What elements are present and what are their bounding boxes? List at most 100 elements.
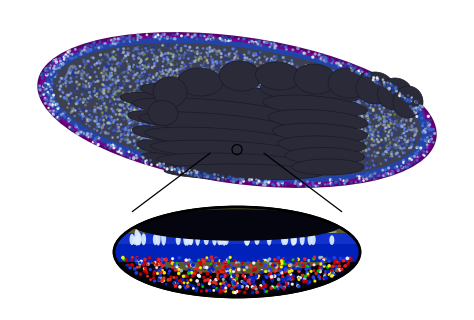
Point — [147, 82, 155, 87]
Point — [225, 63, 232, 68]
Point — [264, 158, 272, 164]
Point — [214, 157, 222, 163]
Point — [372, 142, 379, 147]
Point — [182, 50, 189, 55]
Point — [269, 263, 276, 268]
Point — [142, 161, 150, 166]
Point — [248, 150, 255, 155]
Point — [143, 158, 150, 163]
Point — [100, 101, 107, 106]
Point — [74, 83, 82, 88]
Point — [45, 92, 53, 97]
Point — [199, 92, 207, 97]
Point — [136, 104, 144, 109]
Point — [257, 82, 264, 87]
Point — [293, 172, 301, 177]
Point — [391, 128, 399, 133]
Point — [254, 105, 262, 110]
Point — [204, 174, 211, 179]
Point — [47, 94, 55, 100]
Point — [278, 165, 285, 170]
Point — [255, 179, 263, 184]
Point — [107, 83, 114, 88]
Point — [204, 134, 212, 140]
Point — [261, 76, 268, 81]
Point — [206, 236, 213, 241]
Point — [99, 89, 106, 94]
Point — [170, 219, 177, 224]
Point — [326, 85, 334, 90]
Point — [267, 115, 275, 120]
Point — [181, 124, 189, 129]
Point — [93, 101, 100, 106]
Point — [421, 123, 429, 128]
Point — [375, 118, 383, 123]
Point — [218, 61, 225, 66]
Point — [198, 225, 205, 230]
Point — [198, 233, 205, 238]
Point — [370, 115, 377, 120]
Point — [337, 268, 344, 273]
Point — [316, 238, 324, 243]
Point — [53, 112, 60, 117]
Point — [220, 167, 228, 172]
Point — [210, 288, 218, 293]
Point — [131, 266, 138, 271]
Point — [347, 111, 355, 116]
Point — [154, 88, 162, 93]
Point — [389, 90, 397, 95]
Point — [281, 216, 288, 221]
Point — [254, 98, 262, 103]
Point — [181, 142, 188, 147]
Point — [241, 268, 249, 273]
Point — [154, 132, 162, 137]
Point — [182, 44, 190, 49]
Point — [221, 84, 229, 89]
Point — [120, 50, 128, 55]
Point — [223, 102, 231, 107]
Point — [124, 46, 132, 51]
Point — [123, 113, 131, 118]
Point — [256, 118, 264, 123]
Point — [317, 133, 325, 139]
Point — [301, 156, 309, 161]
Point — [66, 80, 73, 85]
Point — [163, 92, 171, 97]
Point — [325, 157, 332, 162]
Point — [323, 82, 331, 87]
Point — [186, 52, 194, 57]
Point — [247, 124, 255, 129]
Point — [258, 108, 266, 113]
Point — [66, 125, 74, 130]
Point — [136, 35, 143, 40]
Point — [302, 63, 310, 68]
Point — [281, 219, 288, 224]
Point — [65, 116, 73, 121]
Point — [195, 58, 202, 63]
Point — [150, 105, 157, 110]
Point — [382, 149, 390, 154]
Point — [300, 279, 308, 284]
Point — [100, 117, 108, 123]
Point — [337, 96, 344, 101]
Point — [201, 174, 208, 180]
Point — [210, 84, 218, 89]
Point — [57, 94, 64, 99]
Point — [328, 270, 335, 275]
Point — [159, 230, 166, 235]
Point — [302, 266, 310, 271]
Point — [336, 154, 344, 159]
Point — [401, 97, 409, 102]
Point — [363, 100, 370, 105]
Point — [164, 68, 171, 73]
Ellipse shape — [257, 103, 307, 115]
Point — [398, 147, 405, 152]
Point — [209, 37, 217, 42]
Point — [132, 79, 139, 84]
Point — [251, 87, 259, 92]
Point — [229, 276, 237, 281]
Ellipse shape — [132, 209, 342, 241]
Point — [328, 155, 336, 160]
Point — [301, 112, 309, 117]
Point — [311, 220, 319, 225]
